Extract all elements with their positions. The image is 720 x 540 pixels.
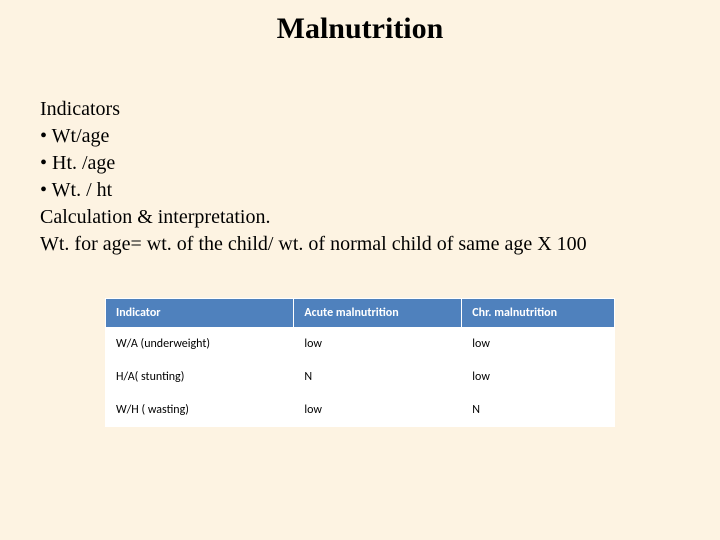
table-row: H/A( stunting) N low (106, 361, 615, 394)
cell-acute: low (294, 394, 462, 427)
cell-chronic: low (462, 328, 615, 361)
table-row: W/A (underweight) low low (106, 328, 615, 361)
body-text: Indicators • Wt/age • Ht. /age • Wt. / h… (0, 46, 720, 258)
slide-title: Malnutrition (0, 0, 720, 46)
calc-formula: Wt. for age= wt. of the child/ wt. of no… (40, 231, 680, 258)
slide: Malnutrition Indicators • Wt/age • Ht. /… (0, 0, 720, 540)
cell-indicator: H/A( stunting) (106, 361, 294, 394)
th-acute: Acute malnutrition (294, 299, 462, 328)
cell-acute: low (294, 328, 462, 361)
indicators-heading: Indicators (40, 96, 680, 123)
th-indicator: Indicator (106, 299, 294, 328)
malnutrition-table: Indicator Acute malnutrition Chr. malnut… (105, 298, 615, 427)
calc-heading: Calculation & interpretation. (40, 204, 680, 231)
cell-indicator: W/A (underweight) (106, 328, 294, 361)
cell-indicator: W/H ( wasting) (106, 394, 294, 427)
cell-chronic: low (462, 361, 615, 394)
cell-acute: N (294, 361, 462, 394)
table-row: W/H ( wasting) low N (106, 394, 615, 427)
table-header-row: Indicator Acute malnutrition Chr. malnut… (106, 299, 615, 328)
th-chronic: Chr. malnutrition (462, 299, 615, 328)
table-wrap: Indicator Acute malnutrition Chr. malnut… (0, 258, 720, 427)
bullet-wt-ht: • Wt. / ht (40, 177, 680, 204)
cell-chronic: N (462, 394, 615, 427)
bullet-wt-age: • Wt/age (40, 123, 680, 150)
bullet-ht-age: • Ht. /age (40, 150, 680, 177)
